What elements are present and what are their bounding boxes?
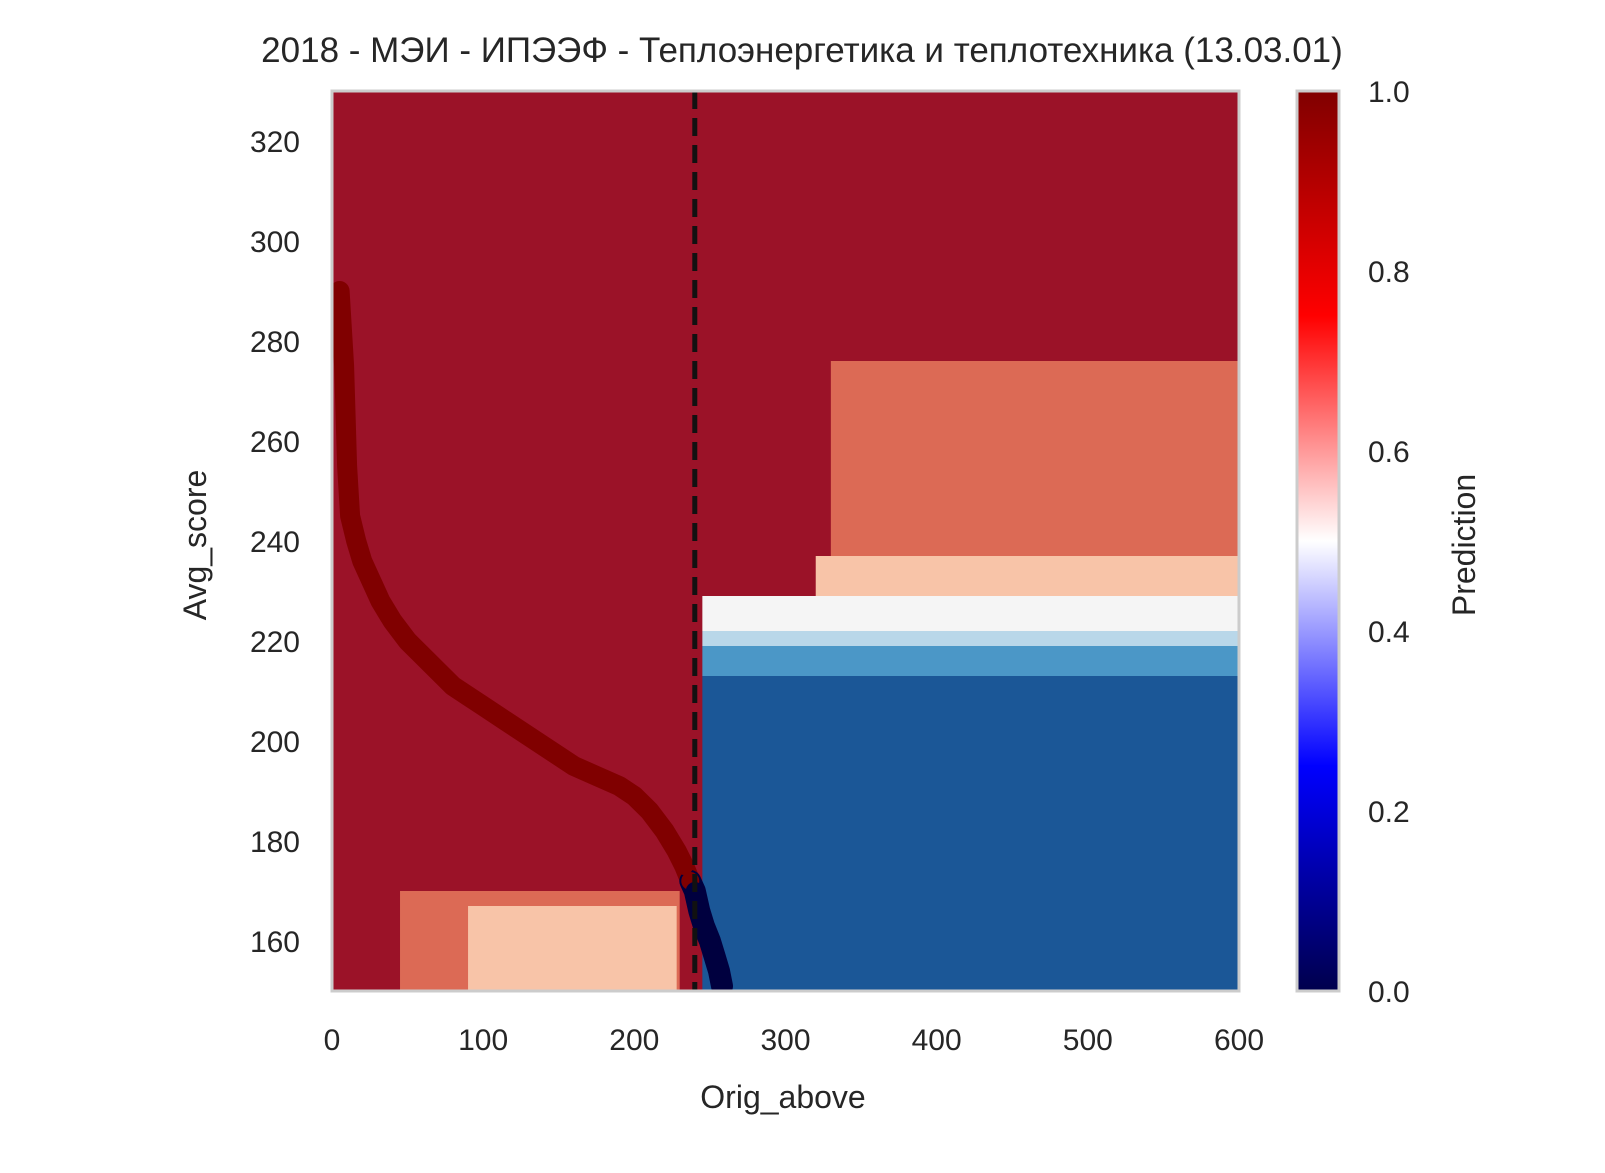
trace-point bbox=[587, 767, 606, 785]
trace-point bbox=[655, 822, 674, 840]
trace-point bbox=[709, 962, 728, 980]
trace-point bbox=[675, 857, 694, 875]
plot-area bbox=[332, 91, 1239, 991]
trace-point bbox=[459, 687, 478, 705]
region-right-band-0.5 bbox=[702, 596, 1239, 631]
colorbar-ticks: 0.0 0.2 0.4 0.6 0.8 1.0 bbox=[1368, 76, 1410, 1009]
y-tick-label: 280 bbox=[250, 326, 300, 359]
trace-point bbox=[610, 777, 629, 795]
colorbar-tick-label: 0.0 bbox=[1368, 976, 1410, 1009]
colorbar-tick-label: 0.2 bbox=[1368, 796, 1410, 829]
y-tick-label: 160 bbox=[250, 926, 300, 959]
x-tick-label: 500 bbox=[1063, 1024, 1113, 1057]
region-right-low bbox=[702, 676, 1239, 991]
region-right-band-0.8 bbox=[830, 361, 1239, 556]
trace-point bbox=[398, 632, 417, 650]
y-axis-ticks: 160 180 200 220 240 260 280 300 320 bbox=[250, 126, 300, 959]
trace-point bbox=[694, 917, 713, 935]
region-right-band-0.25 bbox=[702, 646, 1239, 676]
trace-point bbox=[519, 727, 538, 745]
y-tick-label: 240 bbox=[250, 526, 300, 559]
trace-point bbox=[667, 842, 686, 860]
trace-point bbox=[341, 507, 360, 525]
plot-frame bbox=[330, 89, 1241, 993]
y-tick-label: 260 bbox=[250, 426, 300, 459]
x-axis-ticks: 0 100 200 300 400 500 600 bbox=[324, 1024, 1264, 1057]
colorbar-tick-label: 0.8 bbox=[1368, 256, 1410, 289]
trace-point bbox=[564, 757, 583, 775]
x-axis-label: Orig_above bbox=[700, 1079, 865, 1115]
y-tick-label: 180 bbox=[250, 826, 300, 859]
colorbar-tick-label: 1.0 bbox=[1368, 76, 1410, 109]
x-tick-label: 100 bbox=[458, 1024, 508, 1057]
trace-point bbox=[625, 787, 644, 805]
trace-point bbox=[347, 532, 366, 550]
y-axis-label: Avg_score bbox=[177, 470, 213, 621]
y-tick-label: 200 bbox=[250, 726, 300, 759]
y-tick-label: 220 bbox=[250, 626, 300, 659]
trace-point bbox=[353, 552, 372, 570]
region-right-band-0.35 bbox=[702, 631, 1239, 646]
x-tick-label: 600 bbox=[1214, 1024, 1264, 1057]
colorbar-tick-label: 0.4 bbox=[1368, 616, 1410, 649]
trace-point bbox=[335, 357, 354, 375]
trace-point bbox=[383, 612, 402, 630]
y-tick-label: 300 bbox=[250, 226, 300, 259]
trace-point bbox=[413, 647, 432, 665]
colorbar-label: Prediction bbox=[1446, 474, 1482, 616]
colorbar-tick-label: 0.6 bbox=[1368, 436, 1410, 469]
y-tick-label: 320 bbox=[250, 126, 300, 159]
data-trace bbox=[332, 281, 733, 991]
prediction-regions bbox=[332, 91, 1239, 991]
x-tick-label: 300 bbox=[760, 1024, 810, 1057]
region-right-band-0.65 bbox=[815, 556, 1239, 596]
chart-title: 2018 - МЭИ - ИПЭЭФ - Теплоэнергетика и т… bbox=[261, 31, 1343, 70]
trace-point bbox=[362, 572, 381, 590]
region-left-band-0.65 bbox=[468, 906, 677, 991]
trace-point bbox=[474, 697, 493, 715]
colorbar bbox=[1295, 89, 1341, 993]
x-tick-label: 400 bbox=[912, 1024, 962, 1057]
trace-point bbox=[428, 662, 447, 680]
trace-point bbox=[371, 592, 390, 610]
trace-point bbox=[338, 457, 357, 475]
trace-point bbox=[542, 742, 561, 760]
x-tick-label: 200 bbox=[609, 1024, 659, 1057]
trace-point bbox=[443, 677, 462, 695]
trace-point bbox=[332, 282, 349, 300]
trace-point bbox=[700, 932, 719, 950]
trace-point bbox=[713, 977, 732, 991]
trace-point bbox=[705, 947, 724, 965]
trace-point bbox=[640, 802, 659, 820]
trace-point bbox=[496, 712, 515, 730]
x-tick-label: 0 bbox=[324, 1024, 341, 1057]
